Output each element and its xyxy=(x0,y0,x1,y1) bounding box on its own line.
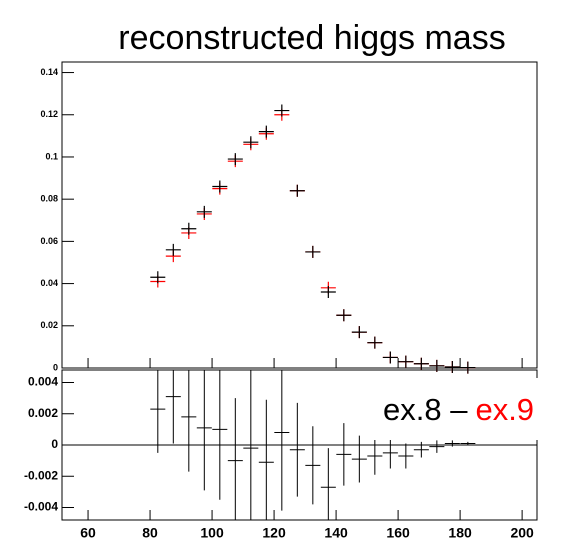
marker xyxy=(305,245,321,258)
marker xyxy=(460,361,476,374)
annotation-text: ex.8 – xyxy=(383,392,468,427)
marker xyxy=(336,309,352,322)
error-bar xyxy=(398,443,414,469)
marker xyxy=(444,360,460,373)
y-tick-label: 0.14 xyxy=(40,67,58,77)
annotation-highlight: ex.9 xyxy=(475,392,534,427)
y-tick-label: 0.08 xyxy=(40,194,58,204)
error-bar xyxy=(382,437,398,469)
marker xyxy=(227,153,243,166)
marker xyxy=(429,359,445,372)
error-bar xyxy=(444,440,460,447)
annotation-bg xyxy=(368,378,586,440)
x-tick-label: 200 xyxy=(510,525,534,541)
error-bar xyxy=(351,435,367,483)
lower-panel xyxy=(62,370,537,520)
error-bar xyxy=(320,448,336,520)
error-bar xyxy=(196,370,212,491)
error-bar xyxy=(212,370,228,500)
error-bar xyxy=(258,399,274,520)
marker xyxy=(351,326,367,339)
x-tick-label: 100 xyxy=(200,525,224,541)
x-axis: 60 80 100 120 140 160 180 200 xyxy=(80,525,534,541)
annotation: ex.8 – ex.9 xyxy=(383,392,534,427)
error-bar xyxy=(181,370,197,472)
x-tick-label: 80 xyxy=(142,525,158,541)
upper-panel xyxy=(150,104,476,374)
marker xyxy=(274,104,290,117)
y-tick-label: -0.002 xyxy=(24,468,58,482)
error-bar xyxy=(165,370,181,444)
y-tick-label: 0.06 xyxy=(40,236,58,246)
error-bar xyxy=(227,398,243,520)
error-bar xyxy=(429,440,445,453)
y-tick-label: 0.04 xyxy=(40,278,58,288)
error-bar xyxy=(289,402,305,497)
marker xyxy=(367,336,383,349)
upper-frame xyxy=(61,61,538,369)
marker xyxy=(196,205,212,218)
error-bar xyxy=(150,370,166,453)
chart-title: reconstructed higgs mass xyxy=(118,19,505,57)
marker xyxy=(289,184,305,197)
y-tick-label: 0 xyxy=(51,437,58,451)
marker xyxy=(258,125,274,138)
error-bar xyxy=(413,441,429,458)
error-bar xyxy=(460,441,476,445)
marker xyxy=(413,357,429,370)
marker xyxy=(165,243,181,256)
x-tick-label: 140 xyxy=(324,525,348,541)
x-tick-label: 120 xyxy=(262,525,286,541)
error-bar xyxy=(305,426,321,505)
y-tick-label: 0.004 xyxy=(28,375,58,389)
marker xyxy=(243,136,259,149)
marker xyxy=(150,271,166,284)
marker xyxy=(212,180,228,193)
y-tick-label: 0.002 xyxy=(28,406,58,420)
y-tick-label: 0.02 xyxy=(40,320,58,330)
error-bar xyxy=(336,423,352,486)
error-bar xyxy=(243,370,259,520)
y-tick-label: 0.12 xyxy=(40,109,58,119)
error-bar xyxy=(274,370,290,511)
x-tick-label: 160 xyxy=(386,525,410,541)
annotation-box: ex.8 – ex.9 xyxy=(368,378,586,440)
marker xyxy=(320,286,336,299)
x-tick-label: 60 xyxy=(80,525,96,541)
y-tick-label: 0.1 xyxy=(45,151,58,161)
marker xyxy=(181,222,197,235)
marker xyxy=(398,355,414,368)
marker xyxy=(382,351,398,364)
error-bar xyxy=(367,437,383,475)
y-tick-label: -0.004 xyxy=(24,500,58,514)
y-tick-label: 0 xyxy=(53,362,58,372)
x-tick-label: 180 xyxy=(448,525,472,541)
